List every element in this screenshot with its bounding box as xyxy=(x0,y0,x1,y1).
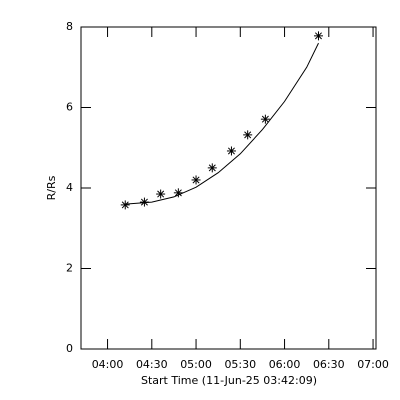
asterisk-stroke xyxy=(261,115,269,123)
y-tick-label: 6 xyxy=(66,101,73,114)
x-tick-label: 06:00 xyxy=(269,358,301,371)
asterisk-stroke xyxy=(121,201,129,209)
x-tick-label: 04:30 xyxy=(136,358,168,371)
data-point xyxy=(120,200,130,210)
asterisk-stroke xyxy=(227,147,235,155)
data-point xyxy=(243,130,253,140)
x-tick-label: 04:00 xyxy=(92,358,124,371)
asterisk-stroke xyxy=(140,198,148,206)
asterisk-stroke xyxy=(174,189,182,197)
asterisk-stroke xyxy=(208,164,216,172)
x-tick-label: 05:30 xyxy=(224,358,256,371)
x-tick-label: 05:00 xyxy=(180,358,212,371)
data-point xyxy=(156,189,166,199)
data-point xyxy=(207,163,217,173)
y-tick-label: 0 xyxy=(66,342,73,355)
y-axis-label: R/Rs xyxy=(45,175,58,200)
y-tick-label: 8 xyxy=(66,20,73,33)
data-point xyxy=(139,197,149,207)
data-point xyxy=(226,146,236,156)
data-point xyxy=(260,114,270,124)
y-tick-label: 4 xyxy=(66,181,73,194)
plot-frame xyxy=(80,26,377,350)
fit-line xyxy=(125,42,319,205)
asterisk-stroke xyxy=(314,32,322,40)
asterisk-stroke xyxy=(192,176,200,184)
data-point xyxy=(191,175,201,185)
x-tick-label: 06:30 xyxy=(313,358,345,371)
x-axis-label: Start Time (11-Jun-25 03:42:09) xyxy=(141,374,317,387)
x-tick-label: 07:00 xyxy=(357,358,389,371)
asterisk-stroke xyxy=(244,131,252,139)
data-point xyxy=(313,31,323,41)
data-point xyxy=(173,188,183,198)
asterisk-stroke xyxy=(157,190,165,198)
y-tick-label: 2 xyxy=(66,262,73,275)
